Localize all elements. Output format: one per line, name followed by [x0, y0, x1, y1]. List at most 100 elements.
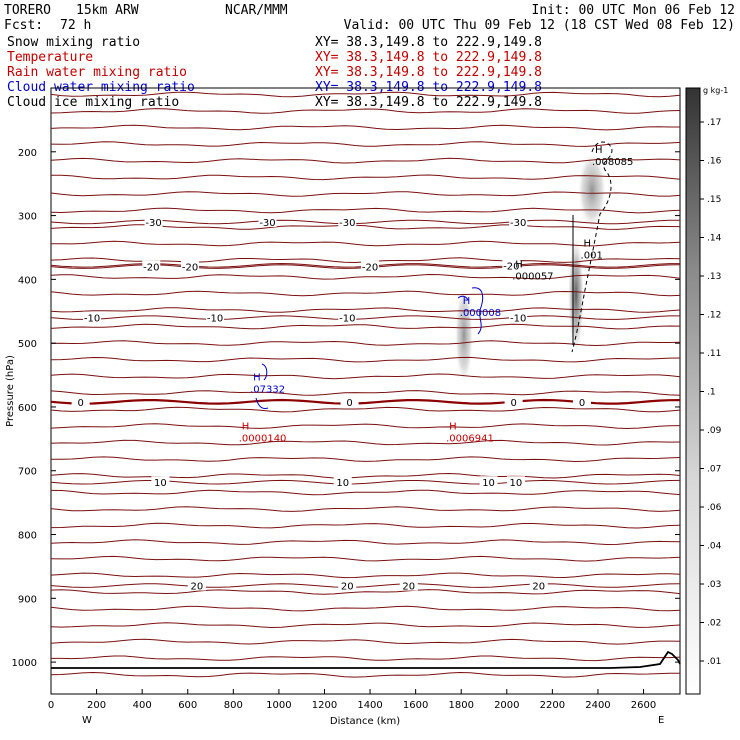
maximum-h-label: H: [584, 239, 592, 250]
y-tick-label: 300: [18, 212, 37, 223]
valid-time: Valid: 00 UTC Thu 09 Feb 12 (18 CST Wed …: [344, 18, 735, 33]
y-tick-label: 500: [18, 339, 37, 350]
contour-label: -20: [503, 261, 519, 272]
x-tick-label: 2000: [494, 700, 519, 711]
field-xy-cloud-ice: XY= 38.3,149.8 to 222.9,149.8: [315, 95, 542, 110]
isotherm-line: [50, 174, 681, 181]
isotherm-line: [50, 472, 681, 479]
maximum-value-label: .0000140: [239, 434, 287, 445]
isotherm-line: [50, 406, 681, 413]
contour-label: 20: [190, 582, 203, 593]
contour-label: 0: [346, 398, 352, 409]
isotherm-line: [50, 572, 681, 579]
labeled-isotherm: [50, 479, 681, 485]
model-name: TORERO: [4, 3, 51, 18]
colorbar-tick-label: .01: [707, 657, 721, 667]
contour-label-bg: [573, 395, 592, 407]
isotherm-line: [50, 124, 680, 131]
isotherm-line: [50, 423, 681, 430]
y-tick-label: 1000: [12, 658, 37, 669]
colorbar-tick-label: .1: [707, 388, 716, 398]
x-tick-label: 400: [133, 700, 152, 711]
isotherm-line: [51, 655, 681, 662]
colorbar-tick-label: .16: [707, 157, 722, 167]
y-tick-label: 900: [18, 594, 37, 605]
contour-label-bg: [509, 215, 528, 227]
maximum-value-label: .008085: [592, 157, 633, 168]
contour-label: 0: [77, 398, 83, 409]
contour-label-bg: [187, 579, 206, 591]
model-resolution: 15km ARW: [76, 3, 139, 18]
maximum-value-label: .001: [581, 251, 603, 262]
isotherm-line: [50, 605, 681, 612]
x-tick-label: 800: [224, 700, 243, 711]
x-axis: 0 200 400 600 800 1000 1200 1400 1600 1800 2000 220…: [48, 689, 656, 711]
y-tick-label: 600: [18, 403, 37, 414]
contour-label-bg: [338, 311, 357, 323]
contour-label: -20: [143, 263, 159, 274]
x-axis-right-end: E: [658, 715, 664, 726]
maxima-markers: H.008085H.000057H.001H.07332H.000008H.00…: [239, 145, 634, 445]
isotherm-line: [50, 589, 681, 595]
field-label-temperature: Temperature: [7, 50, 93, 65]
terrain-surface: [51, 650, 681, 669]
isotherm-line: [50, 555, 681, 562]
y-tick-label: 400: [18, 275, 37, 286]
contour-label-bg: [71, 395, 90, 407]
isotherm-line: [51, 456, 681, 463]
contour-label: -30: [259, 218, 275, 229]
isotherm-line: [50, 240, 681, 247]
maximum-h-label: H: [515, 260, 523, 271]
maximum-h-label: H: [242, 422, 250, 433]
labeled-isotherm: [50, 583, 681, 588]
x-tick-label: 600: [178, 700, 197, 711]
colorbar: g kg-1 .01 .02 .03 .04 .06 .07 .09 .1 .11 .12 .13.…: [685, 86, 728, 695]
y-axis-title: Pressure (hPa): [5, 355, 16, 427]
colorbar-tick-label: .11: [707, 349, 721, 359]
isotherm-line: [50, 489, 681, 496]
field-label-rain: Rain water mixing ratio: [7, 65, 187, 80]
y-tick-label: 800: [18, 531, 37, 542]
isotherm-line: [50, 622, 681, 629]
maximum-value-label: .0006941: [446, 434, 494, 445]
contour-label-bg: [333, 476, 352, 488]
contour-label-bg: [340, 395, 359, 407]
isotherm-line: [50, 307, 681, 313]
maximum-value-label: .000057: [512, 272, 553, 283]
isotherm-line: [50, 539, 681, 546]
colorbar-unit: g kg-1: [703, 86, 728, 95]
contour-label: 10: [154, 478, 167, 489]
contour-label: 20: [402, 582, 415, 593]
isotherm-line: [50, 207, 681, 214]
field-xy-snow: XY= 38.3,149.8 to 222.9,149.8: [315, 35, 542, 50]
colorbar-tick-label: .14: [707, 234, 722, 244]
colorbar-tick-label: .13: [707, 272, 721, 282]
mixing-ratio-outlines: [255, 141, 613, 409]
contour-label: -30: [510, 218, 526, 229]
contour-label: -10: [510, 314, 526, 325]
contour-label-bg: [142, 260, 161, 272]
x-tick-label: 200: [87, 700, 106, 711]
isotherm-line: [50, 390, 681, 396]
field-label-cloud-ice: Cloud ice mixing ratio: [7, 95, 179, 110]
maximum-value-label: .000008: [460, 308, 501, 319]
contour-label: -10: [339, 314, 355, 325]
isotherm-line: [50, 671, 680, 678]
colorbar-tick-label: .09: [707, 426, 722, 436]
colorbar-tick-label: .02: [707, 619, 721, 629]
colorbar-tick-label: .04: [707, 542, 722, 552]
contour-label-bg: [529, 579, 548, 591]
x-tick-label: 2600: [631, 700, 656, 711]
colorbar-ramp: [685, 87, 701, 695]
init-time: Init: 00 UTC Mon 06 Feb 12: [532, 3, 736, 18]
contour-label: 10: [510, 478, 523, 489]
fcst-label: Fcst:: [4, 18, 43, 33]
maximum-h-label: H: [595, 145, 603, 156]
contour-label: -10: [84, 314, 100, 325]
contour-label: -10: [207, 314, 223, 325]
field-xy-temperature: XY= 38.3,149.8 to 222.9,149.8: [315, 50, 542, 65]
isotherm-line: [50, 340, 681, 347]
x-tick-label: 1400: [357, 700, 382, 711]
